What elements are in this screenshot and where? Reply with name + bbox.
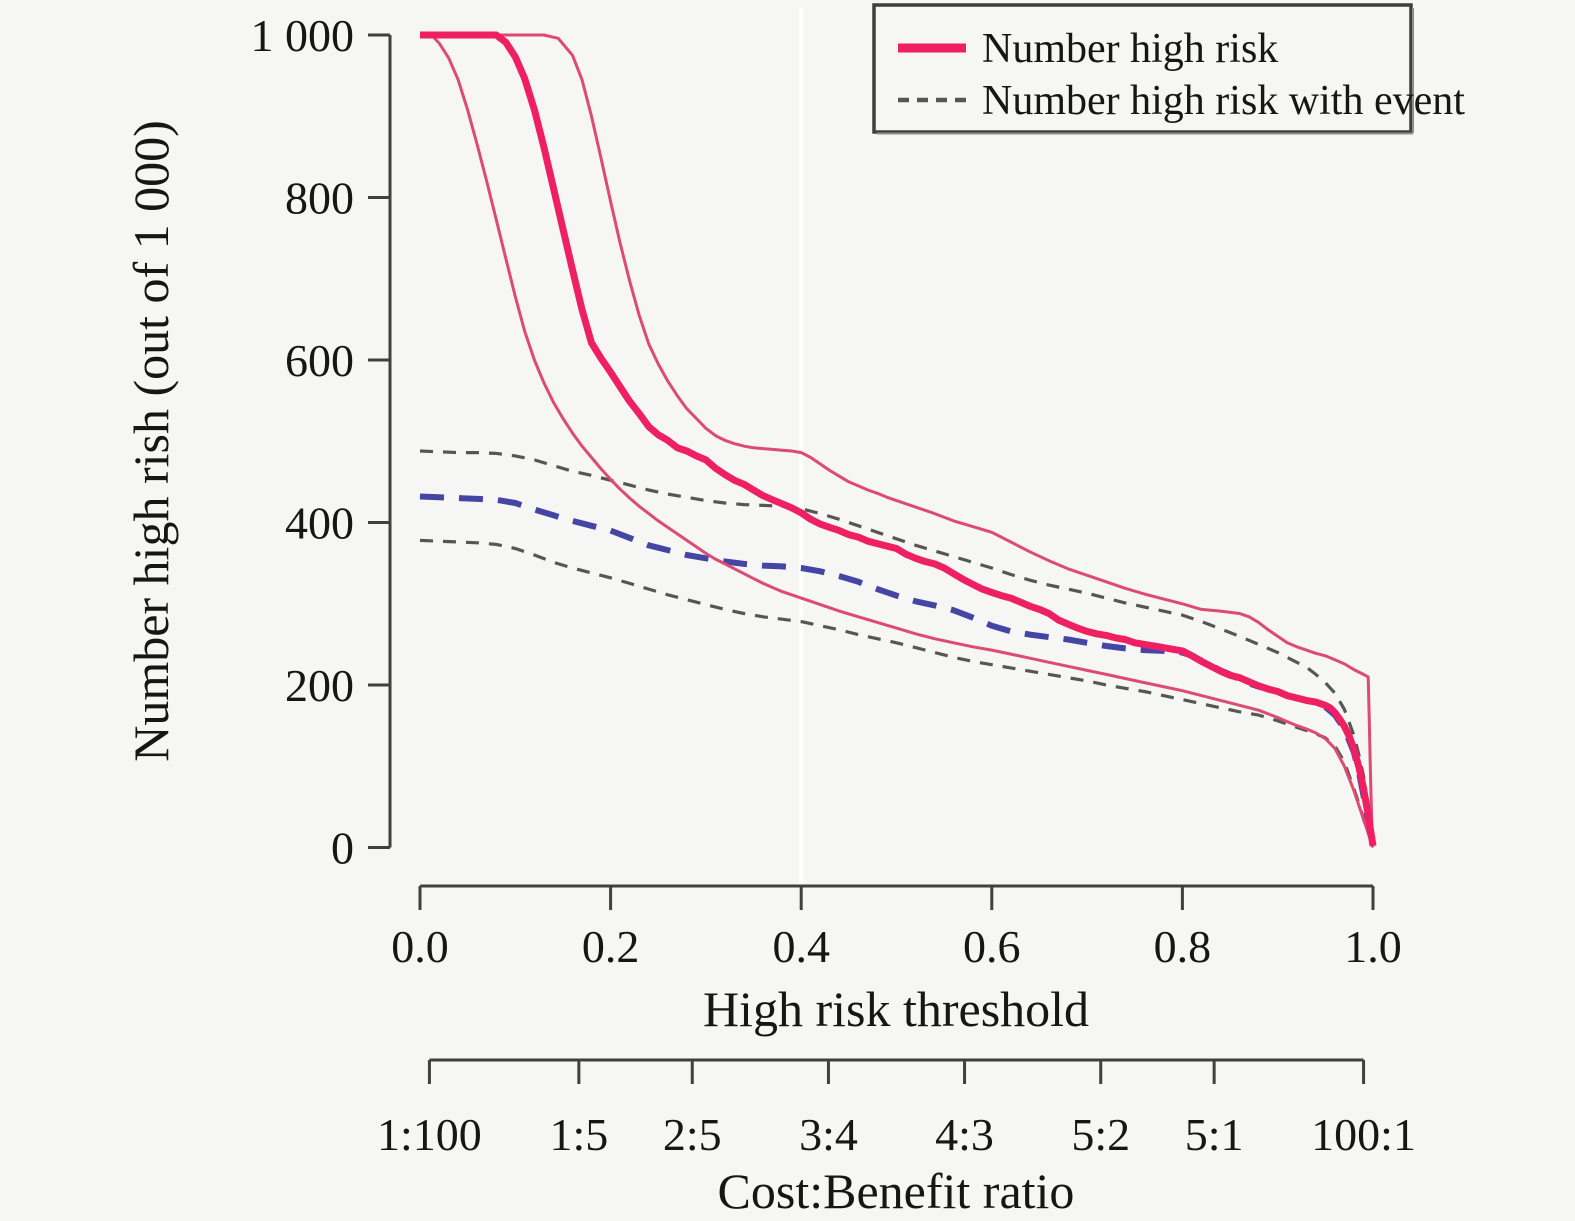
y-tick-label: 200 (285, 660, 354, 711)
legend-item-number-high-risk: Number high risk (898, 26, 1278, 72)
series-line-number-high-risk-with-event-lower-bound (419, 538, 1375, 847)
cost-benefit-axis: 1:100 1:5 2:5 3:4 4:3 5:2 5:1 100:1 (377, 1058, 1416, 1160)
series-line-number-high-risk-with-event-upper-bound (419, 449, 1375, 844)
series-line-number-high-risk-upper-bound (420, 33, 1375, 846)
y-tick-label: 0 (331, 823, 354, 874)
cost-benefit-tick-label: 100:1 (1311, 1109, 1416, 1160)
y-tick-label: 800 (285, 173, 354, 224)
series-line-number-high-risk (420, 31, 1377, 847)
legend-item-number-high-risk-with-event: Number high risk with event (898, 78, 1465, 124)
cost-benefit-tick-label: 5:1 (1185, 1109, 1244, 1160)
y-tick-label: 1 000 (251, 10, 355, 61)
series-line-number-high-risk-lower-bound (420, 33, 1375, 848)
y-tick-label: 400 (285, 498, 354, 549)
cost-benefit-axis-title: Cost:Benefit ratio (718, 1163, 1075, 1219)
legend: Number high risk Number high risk with e… (872, 3, 1465, 135)
legend-box (872, 3, 1413, 134)
x-tick-label: 1.0 (1344, 921, 1402, 972)
x-tick-label: 0.4 (772, 921, 830, 972)
cost-benefit-tick-label: 2:5 (663, 1109, 722, 1160)
y-tick-label: 600 (285, 335, 354, 386)
x-tick-label: 0.0 (391, 921, 449, 972)
chart-curves (419, 31, 1377, 849)
x-tick-label: 0.2 (582, 921, 640, 972)
cost-benefit-tick-label: 4:3 (935, 1109, 994, 1160)
x-tick-label: 0.6 (963, 921, 1021, 972)
x-axis: 0.0 0.2 0.4 0.6 0.8 1.0 (391, 884, 1402, 972)
x-tick-label: 0.8 (1154, 921, 1212, 972)
legend-label: Number high risk with event (982, 78, 1465, 124)
y-axis-title: Number high rish (out of 1 000) (123, 120, 179, 762)
x-axis-title: High risk threshold (703, 981, 1089, 1037)
y-axis: 0 200 400 600 800 1 000 (251, 10, 392, 874)
cost-benefit-tick-label: 5:2 (1071, 1109, 1130, 1160)
cost-benefit-tick-label: 1:100 (377, 1109, 482, 1160)
cost-benefit-tick-label: 1:5 (549, 1109, 608, 1160)
cost-benefit-tick-label: 3:4 (799, 1109, 858, 1160)
legend-label: Number high risk (982, 26, 1278, 72)
